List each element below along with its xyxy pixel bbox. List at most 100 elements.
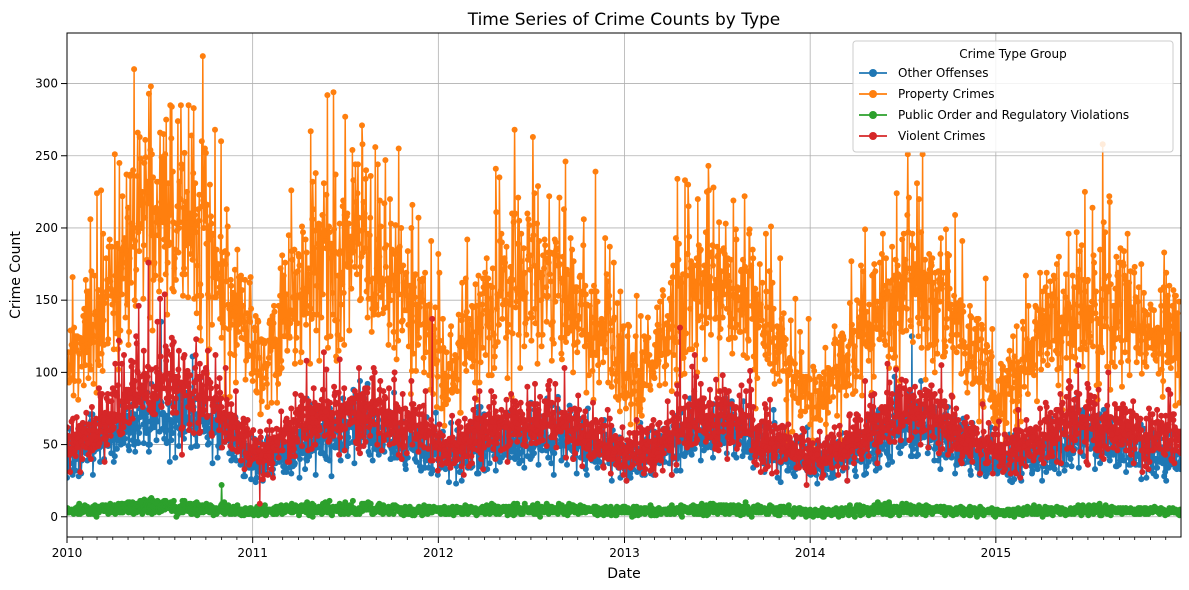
data-point: [250, 353, 257, 360]
data-point: [1177, 458, 1181, 465]
data-point: [84, 347, 91, 354]
data-point: [630, 352, 637, 358]
data-point: [497, 292, 504, 299]
data-point: [139, 197, 146, 204]
data-point: [367, 214, 374, 221]
data-point: [910, 445, 917, 452]
data-point: [100, 317, 107, 324]
data-point: [1038, 366, 1045, 373]
data-point: [971, 365, 978, 371]
data-point: [330, 89, 337, 96]
data-point: [1167, 315, 1174, 322]
data-point: [672, 235, 679, 242]
data-point: [356, 214, 362, 221]
data-point: [846, 300, 853, 307]
data-point: [1098, 297, 1105, 304]
data-point: [515, 194, 522, 201]
data-point: [1158, 366, 1165, 373]
data-point: [466, 321, 473, 328]
data-point: [344, 210, 351, 217]
data-point: [126, 447, 133, 454]
data-point: [336, 220, 343, 227]
data-point: [755, 323, 762, 330]
data-point: [585, 336, 592, 343]
data-point: [506, 291, 512, 298]
data-point: [82, 276, 89, 283]
data-point: [1114, 269, 1121, 276]
data-point: [894, 262, 901, 269]
data-point: [1076, 288, 1083, 295]
data-point: [988, 353, 995, 360]
data-point: [1119, 383, 1125, 390]
data-point: [1157, 337, 1164, 344]
data-point: [1009, 398, 1016, 405]
data-point: [930, 279, 937, 286]
data-point: [778, 315, 785, 322]
data-point: [915, 333, 922, 340]
data-point: [470, 357, 477, 364]
data-point: [765, 350, 772, 357]
data-point: [1143, 474, 1150, 481]
data-point: [1025, 302, 1032, 309]
data-point: [692, 295, 699, 302]
data-point: [697, 457, 704, 464]
data-point: [968, 314, 975, 321]
data-point: [804, 404, 811, 410]
data-point: [771, 380, 778, 387]
data-point: [603, 271, 610, 278]
data-point: [558, 350, 565, 357]
data-point: [205, 440, 212, 447]
data-point: [1051, 275, 1058, 282]
data-point: [423, 349, 430, 356]
data-point: [799, 393, 806, 400]
data-point: [830, 393, 837, 400]
data-point: [777, 255, 784, 262]
data-point: [675, 240, 682, 247]
data-point: [91, 272, 98, 279]
data-point: [445, 396, 451, 403]
data-point: [180, 292, 186, 299]
data-point: [872, 268, 879, 275]
data-point: [114, 240, 121, 247]
data-point: [218, 482, 225, 488]
data-point: [602, 349, 609, 356]
data-point: [354, 190, 361, 197]
data-point: [787, 317, 794, 324]
data-point: [156, 288, 163, 295]
data-point: [326, 223, 332, 230]
data-point: [580, 216, 587, 223]
data-point: [668, 388, 675, 395]
data-point: [184, 188, 190, 195]
data-point: [1042, 284, 1049, 291]
data-point: [293, 334, 300, 341]
data-point: [496, 174, 503, 181]
data-point: [155, 206, 162, 213]
data-point: [941, 337, 948, 344]
data-point: [303, 249, 310, 256]
data-point: [530, 232, 537, 239]
data-point: [1172, 292, 1179, 299]
data-point: [866, 301, 873, 308]
data-point: [125, 341, 132, 348]
data-point: [347, 258, 354, 265]
data-point: [122, 435, 128, 442]
data-point: [647, 386, 654, 393]
data-point: [568, 304, 575, 311]
data-point: [947, 337, 954, 344]
data-point: [1156, 350, 1163, 357]
data-point: [174, 203, 181, 210]
data-point: [1043, 269, 1050, 276]
data-point: [853, 367, 860, 374]
data-point: [492, 165, 499, 172]
data-point: [300, 229, 306, 236]
data-point: [76, 350, 83, 357]
data-point: [1004, 367, 1010, 374]
data-point: [744, 354, 751, 361]
data-point: [141, 160, 148, 166]
data-point: [863, 470, 870, 477]
data-point: [443, 349, 450, 356]
data-point: [573, 470, 580, 477]
data-point: [686, 233, 693, 240]
data-point: [309, 178, 316, 185]
data-point: [532, 320, 539, 327]
